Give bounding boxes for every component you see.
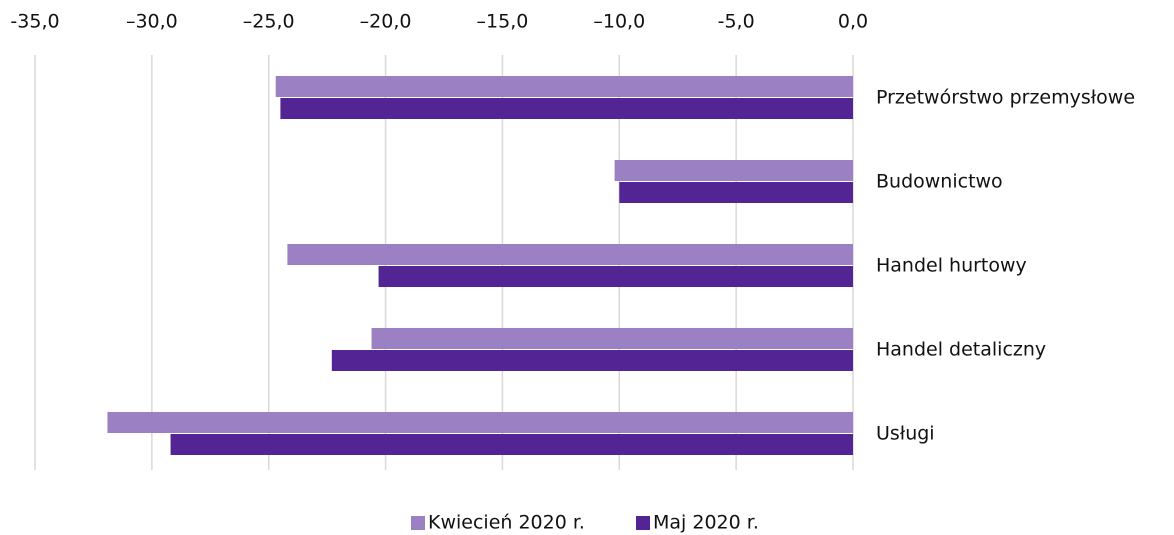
x-tick-label: –25,0 [243, 11, 295, 33]
legend-swatch [411, 516, 425, 530]
category-label: Przetwórstwo przemysłowe [876, 87, 1135, 109]
category-label: Handel detaliczny [876, 339, 1046, 361]
category-label: Handel hurtowy [876, 255, 1027, 277]
category-label: Usługi [876, 423, 935, 445]
x-tick-label: -5,0 [718, 11, 755, 33]
bar [331, 350, 853, 371]
legend-label: Maj 2020 r. [653, 512, 759, 534]
bar [287, 244, 853, 265]
bar [614, 160, 853, 181]
bar [275, 76, 853, 97]
bar [371, 328, 853, 349]
x-tick-label: -35,0 [10, 11, 59, 33]
legend-label: Kwiecień 2020 r. [428, 512, 585, 534]
bar [280, 98, 853, 119]
x-tick-label: –30,0 [126, 11, 178, 33]
legend-swatch [636, 516, 650, 530]
x-tick-label: –20,0 [360, 11, 412, 33]
bar [378, 266, 853, 287]
bar [107, 412, 854, 433]
category-label: Budownictwo [876, 171, 1003, 193]
bar [170, 434, 853, 455]
x-tick-label: –15,0 [477, 11, 529, 33]
x-tick-label: –10,0 [593, 11, 645, 33]
bar [619, 182, 853, 203]
x-tick-label: 0,0 [838, 11, 868, 33]
